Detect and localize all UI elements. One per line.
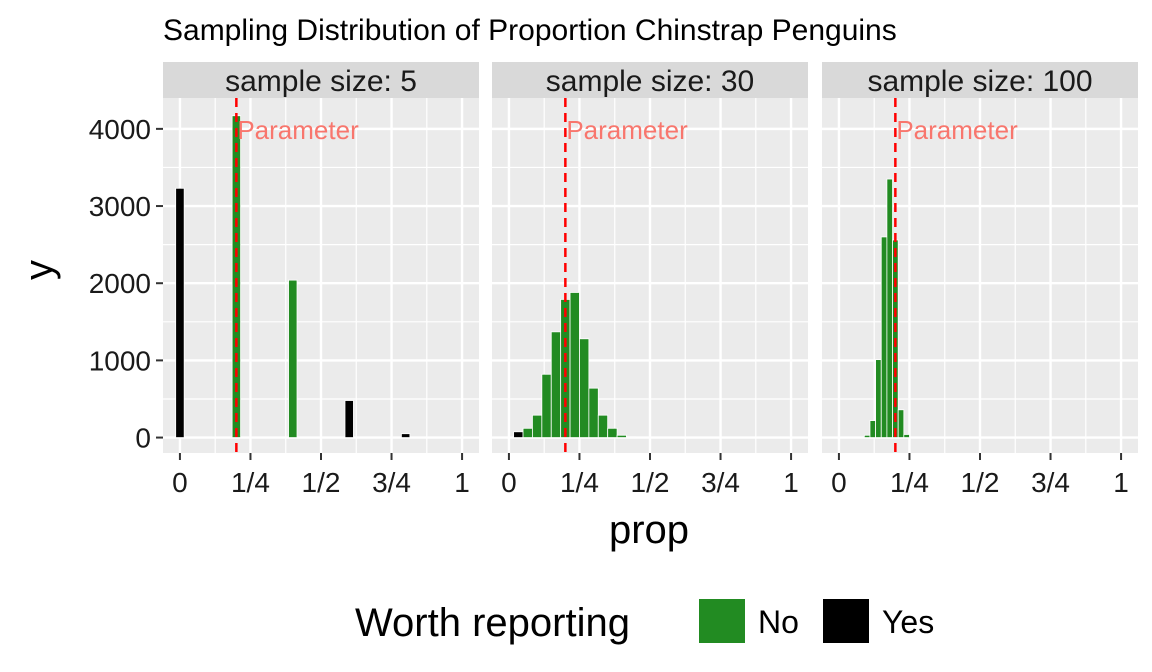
facet-panel: sample size: 100 0 1/4 1/2 3/4 1 Parameter (822, 62, 1138, 498)
histogram-bar (457, 436, 467, 439)
x-axis-title: prop (609, 508, 689, 552)
histogram-bar (880, 236, 888, 438)
x-tick-label: 1 (454, 467, 470, 498)
histogram-bar (522, 427, 533, 438)
x-tick-label: 1/2 (961, 467, 1000, 498)
histogram-bar (344, 400, 354, 438)
parameter-label: Parameter (896, 115, 1018, 145)
y-axis-title: y (17, 260, 61, 280)
histogram-bar (569, 292, 580, 438)
y-tick-label: 4000 (89, 114, 151, 145)
x-tick-label: 0 (831, 467, 847, 498)
x-tick-label: 1/2 (302, 467, 341, 498)
histogram-bar (897, 409, 905, 438)
facet-panel: sample size: 30 0 1/4 1/2 3/4 1 Parameter (492, 62, 808, 498)
histogram-bar (288, 279, 298, 438)
x-tick-label: 1/4 (231, 467, 270, 498)
legend-label-no: No (758, 604, 799, 640)
x-tick-label: 1/4 (560, 467, 599, 498)
facet-strip-label: sample size: 30 (546, 65, 754, 98)
histogram-bar (401, 433, 411, 438)
legend: Worth reporting No Yes (355, 599, 934, 645)
histogram-bar (869, 420, 877, 438)
x-tick-label: 1 (1113, 467, 1129, 498)
y-tick-label: 2000 (89, 268, 151, 299)
histogram-bar (903, 434, 910, 438)
histogram-bar (863, 434, 871, 438)
facet-strip-label: sample size: 100 (867, 65, 1092, 98)
legend-key-yes (823, 599, 869, 643)
facet-strip (822, 62, 1138, 98)
legend-title: Worth reporting (355, 601, 630, 645)
histogram-bar (886, 178, 893, 438)
histogram-bar (626, 436, 637, 438)
histogram-bar (550, 331, 562, 438)
y-tick-label: 0 (135, 423, 151, 454)
legend-key-no (699, 599, 745, 643)
x-tick-label: 0 (501, 467, 517, 498)
x-tick-label: 1 (783, 467, 799, 498)
histogram-bar (541, 373, 552, 438)
histogram-bar (597, 414, 609, 438)
histogram-bar (175, 187, 185, 438)
histogram-bar (579, 338, 590, 438)
x-tick-label: 3/4 (1031, 467, 1070, 498)
x-tick-label: 0 (172, 467, 188, 498)
x-tick-label: 3/4 (372, 467, 411, 498)
histogram-bar (588, 387, 599, 438)
parameter-label: Parameter (237, 115, 359, 145)
histogram-bar (616, 434, 627, 438)
legend-label-yes: Yes (882, 604, 934, 640)
histogram-bar (532, 414, 543, 438)
histogram-bar (875, 359, 882, 438)
chart-title: Sampling Distribution of Proportion Chin… (163, 14, 897, 47)
facet-panels: sample size: 50 1/4 1/2 3/4 1010002000300040… (89, 62, 1138, 498)
x-tick-label: 1/4 (890, 467, 929, 498)
x-tick-label: 3/4 (701, 467, 740, 498)
y-tick-label: 3000 (89, 191, 151, 222)
facet-panel: sample size: 5 0 1/4 1/2 3/4 1 0 1000 2000 3000 40… (89, 62, 479, 498)
facet-strip (163, 62, 479, 98)
y-tick-label: 1000 (89, 345, 151, 376)
histogram-bar (513, 431, 524, 438)
parameter-label: Parameter (566, 115, 688, 145)
facet-strip-label: sample size: 5 (225, 65, 417, 98)
facet-strip (492, 62, 808, 98)
histogram-bar (607, 427, 618, 438)
x-tick-label: 1/2 (631, 467, 670, 498)
